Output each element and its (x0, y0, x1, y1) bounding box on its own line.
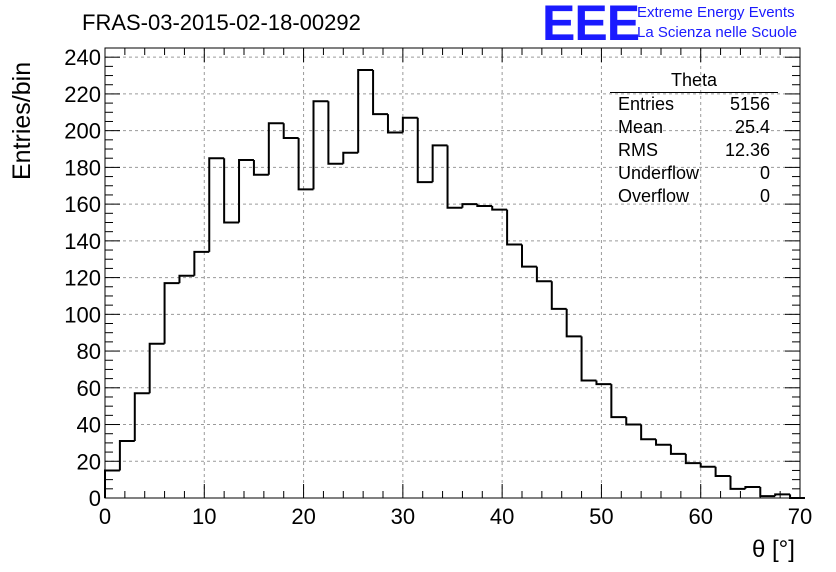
y-tick-label: 240 (64, 45, 101, 70)
histogram-bin (238, 159, 254, 223)
histogram-bin (223, 158, 240, 224)
histogram-bin (729, 475, 746, 490)
x-tick-label: 50 (589, 504, 613, 529)
y-tick-label: 220 (64, 82, 101, 107)
histogram-bin (312, 100, 329, 190)
x-tick-label: 0 (99, 504, 111, 529)
x-tick-label: 10 (192, 504, 216, 529)
histogram-bin (669, 444, 686, 455)
histogram-bin (789, 494, 805, 499)
y-tick-label: 0 (89, 486, 101, 511)
y-tick-label: 200 (64, 119, 101, 144)
x-tick-label: 70 (788, 504, 812, 529)
y-axis-label: Entries/bin (8, 61, 36, 180)
chart-title: FRAS-03-2015-02-18-00292 (82, 10, 361, 35)
stats-row-entries: Entries 5156 (610, 93, 778, 116)
histogram-bin (699, 463, 716, 468)
stats-label: Overflow (618, 186, 690, 206)
histogram-bin (655, 439, 671, 446)
histogram-bin (491, 205, 508, 211)
histogram-bin (208, 157, 225, 252)
histogram-bin (357, 69, 374, 153)
histogram-bin (565, 308, 582, 338)
eee-tagline-1: Extreme Energy Events (637, 4, 795, 21)
y-tick-label: 120 (64, 266, 101, 291)
eee-tagline-2: La Scienza nelle Scuole (637, 24, 798, 41)
stats-label: Mean (618, 117, 664, 137)
stats-value: 5156 (729, 94, 770, 114)
histogram-bin (759, 486, 776, 498)
histogram-bin (267, 122, 284, 175)
histogram-bin (342, 151, 359, 164)
histogram-bin (610, 384, 627, 419)
y-tick-label: 180 (64, 155, 101, 180)
histogram-bin (461, 203, 478, 208)
stats-value: 0 (759, 163, 770, 183)
x-tick-label: 20 (291, 504, 315, 529)
histogram-bin (774, 493, 791, 497)
stats-row-overflow: Overflow 0 (610, 185, 778, 208)
x-tick-label: 30 (391, 504, 415, 529)
histogram-bin (595, 380, 612, 386)
histogram-bin (744, 485, 761, 489)
histogram-bin (550, 281, 567, 310)
stats-row-rms: RMS 12.36 (610, 139, 778, 162)
eee-logo: EEE (542, 0, 640, 51)
y-tick-label: 20 (77, 449, 101, 474)
histogram-bin (521, 244, 537, 268)
y-tick-label: 60 (77, 376, 101, 401)
plot-frame (104, 47, 801, 499)
histogram-bin (416, 117, 433, 184)
stats-box: Theta Entries 5156 Mean 25.4 RMS 12.36 U… (610, 70, 778, 208)
stats-title: Theta (610, 70, 778, 93)
histogram-bin (252, 160, 269, 176)
histogram-bin (401, 116, 418, 133)
y-tick-label: 80 (77, 339, 101, 364)
x-tick-label: 40 (490, 504, 514, 529)
histogram-bin (163, 282, 180, 344)
stats-label: Entries (618, 94, 675, 114)
stats-value: 25.4 (734, 117, 770, 137)
histogram-bin (104, 469, 120, 498)
histogram-bin (640, 424, 657, 441)
stats-label: Underflow (618, 163, 700, 183)
histogram-bin (431, 144, 448, 183)
histogram-bin (118, 440, 135, 471)
histogram-bin (580, 336, 597, 382)
histogram-bin (133, 392, 150, 442)
histogram-bin (625, 417, 642, 426)
stats-value: 12.36 (724, 140, 770, 160)
histogram-bin (684, 453, 701, 465)
histogram-bin (372, 70, 388, 116)
histogram-bin (476, 204, 493, 207)
histogram-bin (714, 466, 731, 477)
y-tick-label: 140 (64, 229, 101, 254)
histogram-bin (506, 209, 522, 246)
y-tick-label: 160 (64, 192, 101, 217)
histogram-bin (178, 274, 195, 284)
histogram-bin (446, 145, 463, 209)
histogram-bin (297, 138, 314, 191)
histogram-bin (535, 266, 552, 283)
stats-value: 0 (759, 186, 770, 206)
histogram-bin (193, 250, 210, 276)
y-tick-label: 40 (77, 413, 101, 438)
stats-row-mean: Mean 25.4 (610, 116, 778, 139)
y-tick-label: 100 (64, 302, 101, 327)
x-tick-label: 60 (688, 504, 712, 529)
histogram-bin (327, 101, 344, 165)
x-axis-label: θ [°] (752, 536, 795, 563)
histogram-bin (282, 123, 299, 139)
stats-row-underflow: Underflow 0 (610, 162, 778, 185)
histogram-bin (386, 114, 403, 134)
histogram-bin (148, 342, 165, 394)
stats-label: RMS (618, 140, 658, 160)
